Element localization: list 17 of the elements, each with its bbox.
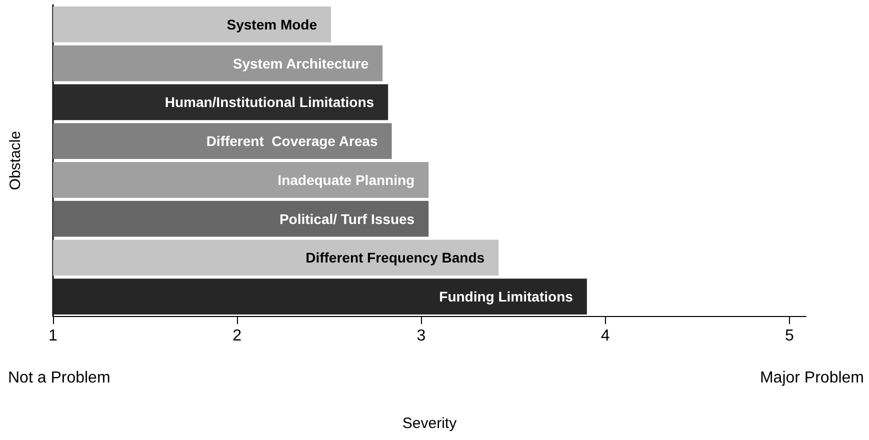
- x-tick-label: 3: [416, 328, 426, 344]
- y-tick-label: System Mode: [226, 16, 318, 32]
- y-tick-label: Different Frequency Bands: [306, 250, 485, 266]
- y-tick-label: Different Coverage Areas: [206, 133, 378, 150]
- y-tick-label: System Architecture: [232, 55, 369, 72]
- x-axis-title: Severity: [402, 415, 458, 432]
- x-tick-label: 2: [232, 328, 242, 344]
- text: Major Problem: [760, 370, 864, 386]
- y-tick-label: Funding Limitations: [439, 288, 574, 305]
- x-tick-label: 4: [600, 328, 610, 344]
- y-tick-label: Human/Institutional Limitations: [164, 94, 374, 110]
- y-tick-label: Inadequate Planning: [278, 172, 415, 188]
- text: Not a Problem: [8, 370, 110, 386]
- x-tick-label: 5: [784, 328, 794, 344]
- x-tick-label: 1: [48, 328, 58, 344]
- y-axis-title: Obstacle: [7, 130, 24, 190]
- y-tick-label: Political/ Turf Issues: [279, 210, 415, 227]
